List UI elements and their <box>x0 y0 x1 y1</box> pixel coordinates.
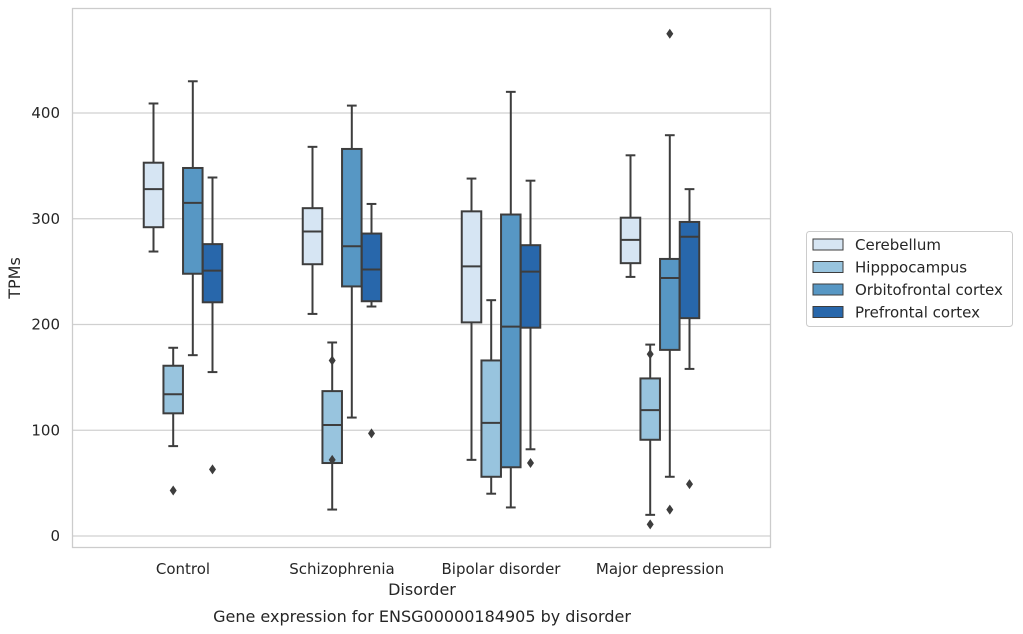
iqr-box <box>678 220 701 320</box>
box-hipppocampus-major-depression <box>639 343 661 530</box>
boxes <box>142 28 701 530</box>
x-tick-label: Control <box>156 560 210 578</box>
box-prefrontal-cortex-schizophrenia <box>360 202 383 439</box>
y-tick-label: 400 <box>31 104 60 122</box>
box-cerebellum-major-depression <box>619 154 642 278</box>
y-tick-label: 200 <box>31 316 60 334</box>
outlier-point <box>666 28 674 39</box>
iqr-box <box>182 166 204 275</box>
x-tick-label: Bipolar disorder <box>442 560 562 578</box>
iqr-box <box>301 207 324 266</box>
legend-label: Orbitofrontal cortex <box>855 281 1003 299</box>
iqr-box <box>659 257 681 351</box>
outlier-point <box>527 458 534 469</box>
y-axis-title: TPMs <box>5 257 24 300</box>
legend-label: Prefrontal cortex <box>855 304 980 322</box>
iqr-box <box>519 244 542 329</box>
x-tick-label: Schizophrenia <box>289 560 394 578</box>
box-cerebellum-schizophrenia <box>301 145 324 315</box>
y-tick-label: 0 <box>50 527 60 545</box>
legend-swatch <box>812 238 844 251</box>
iqr-box <box>201 243 224 304</box>
iqr-box <box>321 390 343 465</box>
box-hipppocampus-control <box>162 346 184 496</box>
iqr-box <box>480 359 502 478</box>
legend-item-prefrontal-cortex: Prefrontal cortex <box>812 304 980 322</box>
chart-caption: Gene expression for ENSG00000184905 by d… <box>213 607 631 626</box>
iqr-box <box>360 232 383 303</box>
y-tick-label: 300 <box>31 210 60 228</box>
legend-item-hipppocampus: Hipppocampus <box>812 259 967 277</box>
box-hipppocampus-schizophrenia <box>321 341 343 511</box>
box-orbitofrontal-cortex-schizophrenia <box>341 104 363 419</box>
outlier-point <box>646 519 654 530</box>
legend-item-orbitofrontal-cortex: Orbitofrontal cortex <box>812 281 1003 299</box>
legend: Cerebellum Hipppocampus Orbitofrontal cort… <box>806 231 1013 327</box>
iqr-box <box>341 147 363 288</box>
outlier-point <box>169 485 177 496</box>
box-prefrontal-cortex-major-depression <box>678 188 701 490</box>
box-cerebellum-control <box>142 102 165 253</box>
plot-frame <box>71 7 772 549</box>
iqr-box <box>500 213 522 469</box>
y-tick-labels: 0 100 200 300 400 <box>31 104 60 545</box>
box-cerebellum-bipolar-disorder <box>460 177 483 461</box>
box-prefrontal-cortex-control <box>201 176 224 475</box>
x-tick-label: Major depression <box>596 560 724 578</box>
outlier-point <box>328 355 336 366</box>
iqr-box <box>162 364 184 415</box>
iqr-box <box>142 161 165 229</box>
box-prefrontal-cortex-bipolar-disorder <box>519 179 542 469</box>
box-orbitofrontal-cortex-bipolar-disorder <box>500 90 522 509</box>
outlier-point <box>209 464 216 475</box>
legend-item-cerebellum: Cerebellum <box>812 236 941 254</box>
legend-frame <box>806 231 1013 327</box>
legend-swatch <box>812 261 844 273</box>
outlier-point <box>368 428 375 439</box>
box-orbitofrontal-cortex-control <box>182 80 204 357</box>
y-tick-label: 100 <box>31 421 60 439</box>
x-axis-title: Disorder <box>388 580 456 599</box>
outlier-point <box>686 479 693 490</box>
box-hipppocampus-bipolar-disorder <box>480 299 502 495</box>
x-tick-labels: Control Schizophrenia Bipolar disorder Majo… <box>156 560 724 578</box>
outlier-point <box>328 454 336 465</box>
iqr-box <box>639 377 661 441</box>
outlier-point <box>666 504 674 515</box>
outlier-point <box>646 349 654 360</box>
legend-swatch <box>812 283 844 296</box>
legend-items: Cerebellum Hipppocampus Orbitofrontal cort… <box>812 236 1003 322</box>
box-orbitofrontal-cortex-major-depression <box>659 28 681 515</box>
legend-label: Cerebellum <box>855 236 941 254</box>
legend-label: Hipppocampus <box>855 259 967 277</box>
legend-swatch <box>812 306 844 318</box>
